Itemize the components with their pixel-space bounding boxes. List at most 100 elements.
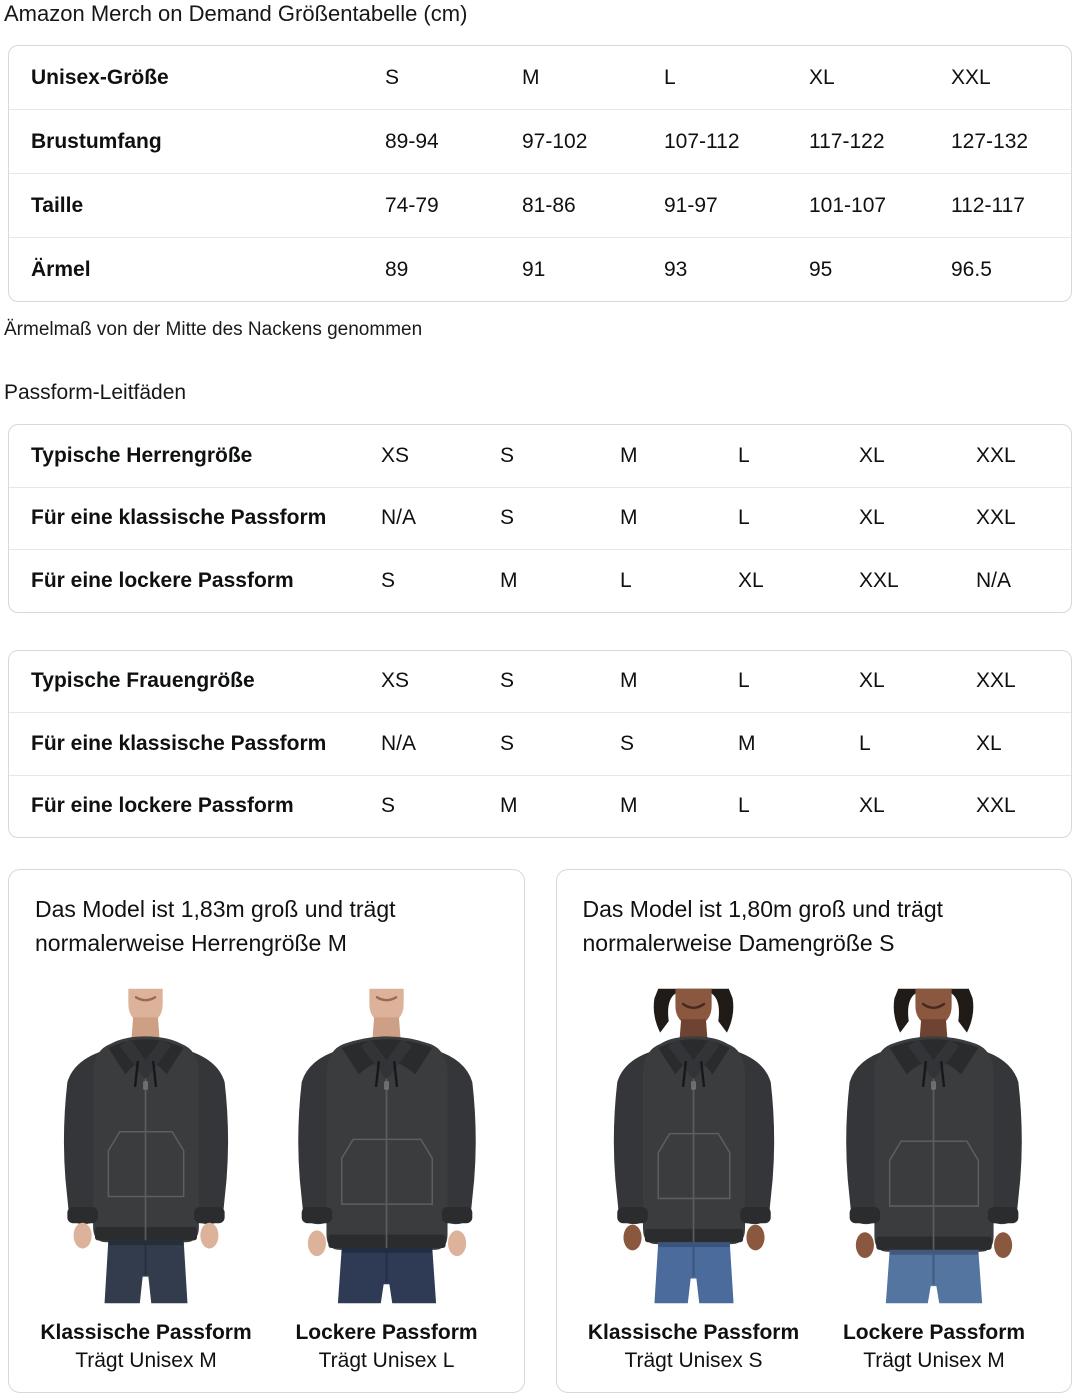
size-value-cell: XXL xyxy=(976,506,1016,530)
size-value-cell: N/A xyxy=(976,568,1012,592)
size-col-header: XL xyxy=(809,65,835,89)
size-value-cell: S xyxy=(620,731,635,755)
row-label: Für eine klassische Passform xyxy=(31,506,327,530)
size-value-cell: XXL xyxy=(859,568,899,592)
size-value-cell: 91-97 xyxy=(664,193,718,217)
table-row: Ärmel 89 91 93 95 96.5 xyxy=(9,237,1071,301)
model-photos-row: Klassische Passform Trägt Unisex S Locke… xyxy=(581,986,1048,1376)
size-value-cell: XS xyxy=(381,669,410,693)
model-cards-row: Das Model ist 1,83m groß und trägt norma… xyxy=(8,869,1072,1393)
size-value-cell: XL xyxy=(976,731,1002,755)
model-description: Das Model ist 1,80m groß und trägt norma… xyxy=(582,896,944,956)
page-title: Amazon Merch on Demand Größentabelle (cm… xyxy=(4,1,468,26)
sleeve-measure-footnote: Ärmelmaß von der Mitte des Nackens genom… xyxy=(4,319,423,340)
fit-size-label: Trägt Unisex M xyxy=(75,1349,217,1372)
size-value-cell: XXL xyxy=(976,669,1016,693)
table-row: Für eine klassische Passform N/A S S M L… xyxy=(9,712,1071,775)
table-row: Für eine lockere Passform S M M L XL XXL xyxy=(9,774,1071,838)
size-value-cell: XXL xyxy=(976,794,1016,818)
size-value-cell: 127-132 xyxy=(951,129,1029,153)
size-value-cell: L xyxy=(738,506,750,530)
model-figure: Lockere Passform Trägt Unisex M xyxy=(822,986,1046,1376)
row-label: Taille xyxy=(31,193,84,217)
model-figure: Klassische Passform Trägt Unisex S xyxy=(582,986,806,1376)
men-model-card: Das Model ist 1,83m groß und trägt norma… xyxy=(8,869,525,1393)
size-value-cell: L xyxy=(620,568,632,592)
size-value-cell: S xyxy=(381,794,396,818)
row-label: Brustumfang xyxy=(31,129,162,153)
size-value-cell: N/A xyxy=(381,506,417,530)
size-value-cell: 89-94 xyxy=(385,129,439,153)
size-value-cell: XL xyxy=(859,506,885,530)
row-label: Typische Herrengröße xyxy=(31,443,253,467)
table-row: Taille 74-79 81-86 91-97 101-107 112-117 xyxy=(9,173,1071,237)
row-label: Für eine lockere Passform xyxy=(31,568,294,592)
size-value-cell: XL xyxy=(859,794,885,818)
size-value-cell: XL xyxy=(859,443,885,467)
row-label: Unisex-Größe xyxy=(31,65,169,89)
model-photos-row: Klassische Passform Trägt Unisex M Locke… xyxy=(33,986,500,1376)
row-label: Ärmel xyxy=(31,257,91,281)
size-col-header: M xyxy=(522,65,540,89)
size-value-cell: L xyxy=(738,669,750,693)
table-row: Typische Herrengröße XS S M L XL XXL xyxy=(9,425,1071,487)
unisex-size-table: Unisex-Größe S M L XL XXL Brustumfang 89… xyxy=(8,45,1072,302)
size-value-cell: 74-79 xyxy=(385,193,439,217)
model-photo-male-loose-fit xyxy=(275,986,499,1306)
size-value-cell: M xyxy=(620,794,638,818)
size-value-cell: XL xyxy=(738,568,764,592)
size-value-cell: 91 xyxy=(522,257,546,281)
size-value-cell: M xyxy=(620,443,638,467)
size-value-cell: 112-117 xyxy=(951,193,1025,217)
women-model-card: Das Model ist 1,80m groß und trägt norma… xyxy=(555,869,1072,1393)
size-col-header: S xyxy=(385,65,400,89)
table-row: Typische Frauengröße XS S M L XL XXL xyxy=(9,651,1071,713)
size-value-cell: S xyxy=(381,568,396,592)
size-value-cell: M xyxy=(620,506,638,530)
fit-name-label: Lockere Passform xyxy=(295,1321,478,1344)
model-caption: Klassische Passform Trägt Unisex M xyxy=(34,1320,258,1376)
table-row: Für eine lockere Passform S M L XL XXL N… xyxy=(9,549,1071,612)
size-col-header: XXL xyxy=(951,65,991,89)
size-value-cell: S xyxy=(500,506,515,530)
size-value-cell: M xyxy=(500,794,518,818)
fit-name-label: Lockere Passform xyxy=(842,1321,1026,1344)
row-label: Typische Frauengröße xyxy=(31,669,255,693)
model-figure: Lockere Passform Trägt Unisex L xyxy=(275,986,499,1376)
table-row: Brustumfang 89-94 97-102 107-112 117-122… xyxy=(9,109,1071,173)
model-caption: Lockere Passform Trägt Unisex L xyxy=(275,1320,499,1376)
model-caption: Lockere Passform Trägt Unisex M xyxy=(822,1320,1046,1376)
women-fit-guide-table: Typische Frauengröße XS S M L XL XXL Für… xyxy=(8,649,1072,838)
row-label: Für eine lockere Passform xyxy=(31,794,294,818)
size-value-cell: S xyxy=(500,443,515,467)
size-value-cell: XL xyxy=(859,669,885,693)
size-value-cell: XXL xyxy=(976,443,1016,467)
model-photo-female-loose-fit xyxy=(822,986,1046,1306)
size-value-cell: L xyxy=(859,731,871,755)
size-value-cell: N/A xyxy=(381,731,417,755)
fit-name-label: Klassische Passform xyxy=(40,1321,252,1344)
size-value-cell: M xyxy=(500,568,518,592)
size-value-cell: 89 xyxy=(385,257,409,281)
fit-size-label: Trägt Unisex M xyxy=(863,1349,1005,1372)
model-caption: Klassische Passform Trägt Unisex S xyxy=(582,1320,806,1376)
fit-name-label: Klassische Passform xyxy=(587,1321,800,1344)
table-row: Für eine klassische Passform N/A S M L X… xyxy=(9,486,1071,550)
size-value-cell: S xyxy=(500,669,515,693)
size-value-cell: XS xyxy=(381,443,410,467)
size-value-cell: 97-102 xyxy=(522,129,588,153)
size-value-cell: 107-112 xyxy=(664,129,740,153)
fit-size-label: Trägt Unisex S xyxy=(624,1349,763,1372)
model-description: Das Model ist 1,83m groß und trägt norma… xyxy=(35,896,396,956)
size-value-cell: S xyxy=(500,731,515,755)
fit-size-label: Trägt Unisex L xyxy=(318,1349,455,1372)
model-photo-male-classic-fit xyxy=(34,986,258,1306)
size-value-cell: 81-86 xyxy=(522,193,576,217)
model-figure: Klassische Passform Trägt Unisex M xyxy=(34,986,258,1376)
size-col-header: L xyxy=(664,65,676,89)
size-value-cell: L xyxy=(738,443,750,467)
fit-guides-heading: Passform-Leitfäden xyxy=(4,381,187,404)
size-value-cell: 117-122 xyxy=(809,129,885,153)
size-value-cell: 96.5 xyxy=(951,257,992,281)
